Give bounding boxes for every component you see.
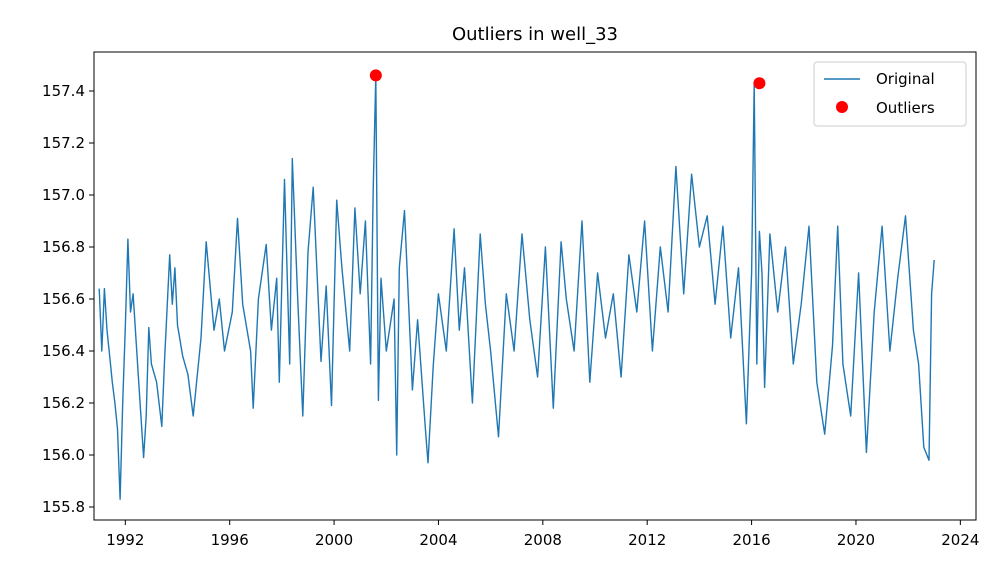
plot-frame — [93, 51, 977, 521]
y-tick-label: 156.6 — [42, 290, 85, 308]
x-tick-label: 1992 — [106, 531, 144, 549]
x-axis: 1992 1996 2000 2004 2008 2012 2016 2020 2024 — [106, 520, 979, 549]
x-tick-label: 2008 — [524, 531, 562, 549]
plot-area: 155.8 156.0 156.2 156.4 156.6 156.8 157.0 157.2… — [42, 51, 979, 549]
x-tick-label: 2024 — [941, 531, 979, 549]
y-tick-label: 156.4 — [42, 342, 85, 360]
outlier-points — [369, 69, 766, 90]
legend: Original Outliers — [813, 61, 967, 127]
legend-outlier-swatch — [836, 101, 848, 113]
x-tick-label: 2012 — [628, 531, 666, 549]
y-tick-label: 157.4 — [42, 82, 85, 100]
x-tick-label: 2016 — [732, 531, 770, 549]
y-tick-label: 156.2 — [42, 394, 85, 412]
y-tick-label: 156.8 — [42, 238, 85, 256]
x-tick-label: 1996 — [211, 531, 249, 549]
x-tick-label: 2000 — [315, 531, 353, 549]
series-line-original — [98, 74, 935, 500]
legend-box — [813, 61, 967, 127]
x-tick-label: 2004 — [419, 531, 457, 549]
y-tick-label: 156.0 — [42, 446, 85, 464]
outlier-point — [369, 69, 382, 82]
legend-label-original: Original — [876, 70, 935, 88]
x-tick-label: 2020 — [837, 531, 875, 549]
chart-title: Outliers in well_33 — [452, 24, 618, 45]
legend-label-outliers: Outliers — [876, 99, 935, 117]
y-tick-label: 157.2 — [42, 134, 85, 152]
y-tick-label: 155.8 — [42, 498, 85, 516]
y-axis: 155.8 156.0 156.2 156.4 156.6 156.8 157.0 157.2… — [42, 82, 94, 516]
y-tick-label: 157.0 — [42, 186, 85, 204]
outlier-point — [753, 77, 766, 90]
